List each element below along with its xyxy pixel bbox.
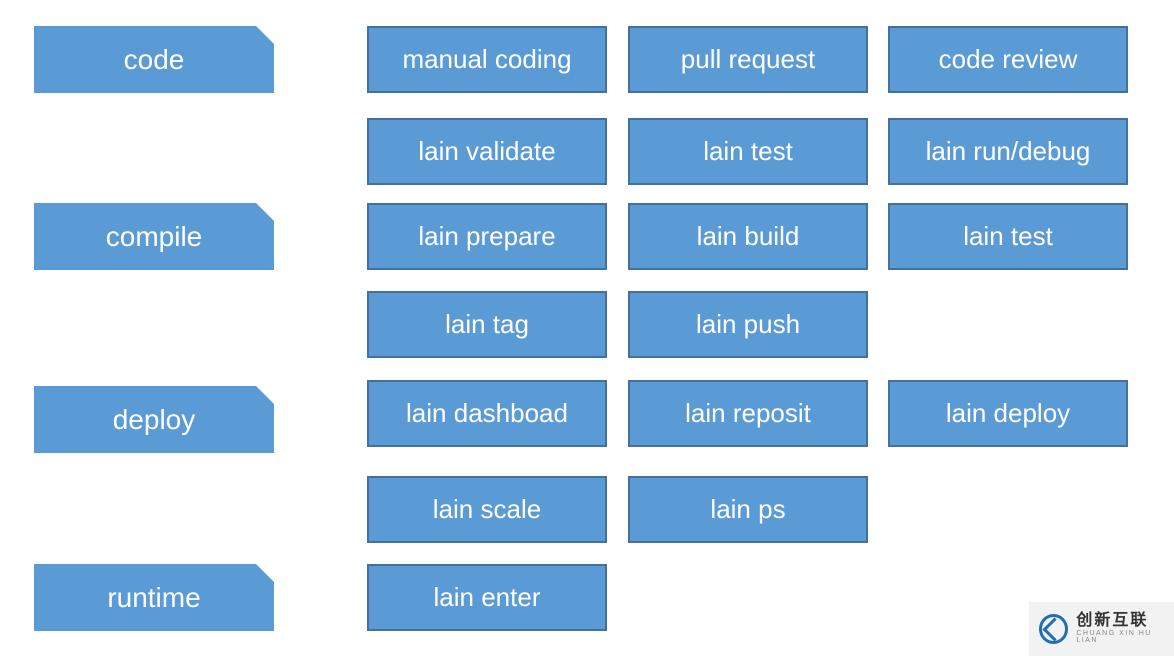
step-lain-validate: lain validate (367, 118, 607, 185)
watermark: 创新互联 CHUANG XIN HU LIAN (1029, 602, 1174, 656)
step-label: lain reposit (685, 398, 811, 429)
step-lain-build: lain build (628, 203, 868, 270)
step-label: manual coding (402, 44, 571, 75)
watermark-en: CHUANG XIN HU LIAN (1076, 630, 1174, 645)
step-label: lain validate (418, 136, 555, 167)
step-lain-enter: lain enter (367, 564, 607, 631)
step-pull-request: pull request (628, 26, 868, 93)
step-label: lain build (697, 221, 800, 252)
stage-runtime: runtime (34, 564, 274, 631)
step-label: lain push (696, 309, 800, 340)
step-code-review: code review (888, 26, 1128, 93)
step-label: lain prepare (418, 221, 555, 252)
stage-label: deploy (113, 404, 196, 436)
step-lain-tag: lain tag (367, 291, 607, 358)
step-lain-run-debug: lain run/debug (888, 118, 1128, 185)
step-label: lain scale (433, 494, 541, 525)
step-label: lain dashboad (406, 398, 568, 429)
step-label: lain run/debug (926, 136, 1091, 167)
watermark-text: 创新互联 CHUANG XIN HU LIAN (1076, 613, 1174, 644)
stage-deploy: deploy (34, 386, 274, 453)
step-lain-scale: lain scale (367, 476, 607, 543)
step-lain-push: lain push (628, 291, 868, 358)
step-manual-coding: manual coding (367, 26, 607, 93)
stage-label: compile (106, 221, 202, 253)
step-label: lain deploy (946, 398, 1070, 429)
stage-label: code (124, 44, 185, 76)
step-lain-ps: lain ps (628, 476, 868, 543)
stage-compile: compile (34, 203, 274, 270)
step-lain-dashboard: lain dashboad (367, 380, 607, 447)
step-lain-test-2: lain test (888, 203, 1128, 270)
step-label: code review (939, 44, 1078, 75)
step-lain-deploy: lain deploy (888, 380, 1128, 447)
step-label: pull request (681, 44, 815, 75)
watermark-logo-icon (1039, 614, 1068, 644)
step-lain-test-1: lain test (628, 118, 868, 185)
watermark-zh: 创新互联 (1076, 613, 1174, 630)
step-lain-prepare: lain prepare (367, 203, 607, 270)
step-lain-reposit: lain reposit (628, 380, 868, 447)
step-label: lain tag (445, 309, 529, 340)
step-label: lain test (703, 136, 793, 167)
stage-label: runtime (107, 582, 200, 614)
step-label: lain test (963, 221, 1053, 252)
step-label: lain ps (710, 494, 785, 525)
stage-code: code (34, 26, 274, 93)
step-label: lain enter (434, 582, 541, 613)
